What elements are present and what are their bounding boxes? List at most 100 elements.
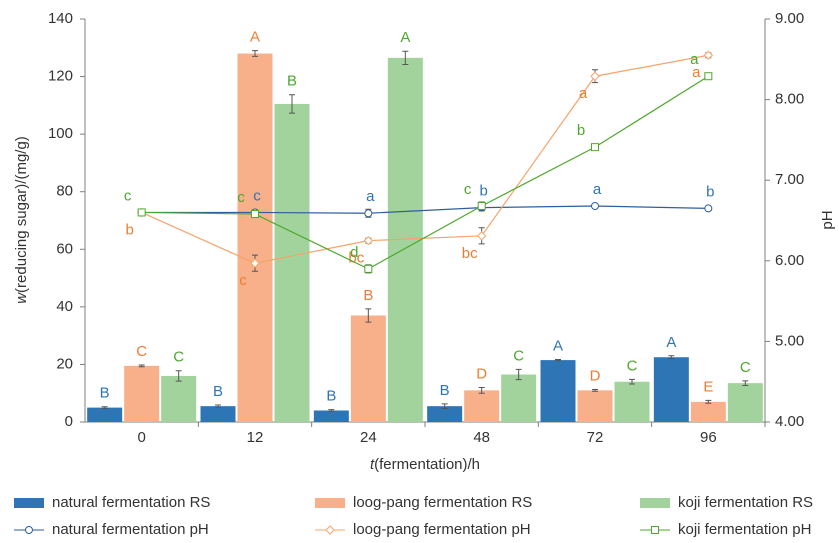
legend-label: loog-pang fermentation RS (353, 494, 532, 511)
bar-letter: C (173, 349, 184, 366)
bar-letter: C (136, 343, 147, 360)
x-axis-title: t(fermentation)/h (370, 456, 480, 473)
bar-letter: B (213, 383, 223, 400)
line-letter: c (253, 187, 261, 204)
line-letter: a (579, 85, 588, 102)
bar-letter: E (703, 378, 713, 395)
legend-label: koji fermentation pH (678, 521, 811, 538)
legend-swatch (14, 498, 44, 508)
line-letter: b (706, 183, 714, 200)
line-letter: c (464, 181, 472, 198)
line (141, 205, 709, 214)
error-bar (668, 355, 675, 360)
bar (577, 390, 613, 422)
bar (614, 381, 650, 422)
bar (501, 374, 537, 422)
line-letter: b (479, 183, 487, 200)
bar (237, 53, 273, 423)
x-tick-label: 72 (587, 429, 604, 446)
bar (427, 406, 463, 422)
line-marker (250, 258, 260, 268)
legend-swatch (315, 498, 345, 508)
y2-tick-label: 8.00 (775, 91, 804, 108)
bar-letter: A (400, 29, 410, 46)
x-axis-var: t (370, 456, 375, 473)
legend-label: loog-pang fermentation pH (353, 521, 531, 538)
bar-letter: B (363, 287, 373, 304)
bar-letter: C (513, 347, 524, 364)
line-letter: b (125, 221, 133, 238)
error-bar (289, 94, 295, 114)
y-tick-label: 80 (56, 183, 73, 200)
legend-label: natural fermentation RS (52, 494, 210, 511)
bar (540, 360, 576, 422)
legend-marker (25, 526, 33, 534)
bar (464, 390, 500, 422)
line-letter: a (692, 64, 701, 81)
error-bar (478, 386, 485, 394)
bar-letter: D (476, 365, 487, 382)
y2-tick-label: 4.00 (775, 413, 804, 430)
line-marker (477, 201, 486, 210)
error-bar (515, 368, 522, 381)
x-tick-label: 0 (137, 429, 145, 446)
legend-marker (651, 526, 659, 534)
error-bar (328, 409, 335, 412)
legend-marker (325, 525, 335, 535)
x-tick-label: 12 (247, 429, 264, 446)
line-letter: a (593, 181, 602, 198)
y-tick-label: 100 (48, 125, 73, 142)
y2-axis-title: pH (819, 210, 836, 229)
line-letter: d (350, 244, 358, 261)
bar (274, 103, 310, 423)
y-axis-var: w (13, 292, 30, 304)
line-marker (476, 231, 487, 241)
y-tick-label: 0 (65, 413, 73, 430)
error-bar (101, 406, 108, 409)
bar (87, 407, 123, 422)
error-bar (215, 404, 221, 408)
bar-letter: B (326, 388, 336, 405)
x-tick-label: 24 (360, 429, 377, 446)
y-tick-label: 40 (56, 298, 73, 315)
bar-letter: B (287, 73, 297, 90)
bar-letter: B (440, 382, 450, 399)
line-letter: bc (462, 245, 478, 262)
line-marker (363, 235, 374, 246)
bar-letter: B (100, 385, 110, 402)
x-axis-text: (fermentation)/h (374, 456, 480, 473)
line-letter: b (577, 122, 585, 139)
y-axis-text: (reducing sugar)/(mg/g) (13, 136, 30, 293)
error-bar (402, 50, 409, 65)
line-letter: c (237, 189, 245, 206)
error-bar (252, 50, 258, 57)
line (141, 75, 709, 270)
bar-letter: C (627, 357, 638, 374)
line-marker (704, 204, 713, 213)
line-marker (703, 50, 714, 60)
x-tick-label: 48 (473, 429, 490, 446)
bar-letter: A (666, 334, 676, 351)
bar (313, 410, 349, 422)
line-marker (251, 210, 259, 219)
bar-letter: A (553, 338, 563, 355)
error-bar (175, 370, 182, 382)
line-marker (591, 201, 599, 210)
bar (161, 375, 197, 422)
line-marker (704, 72, 713, 81)
bar (653, 357, 689, 422)
error-bar (555, 359, 561, 362)
bar (200, 406, 236, 422)
y-tick-label: 140 (48, 10, 73, 27)
error-bar (705, 399, 712, 404)
legend-label: natural fermentation pH (52, 521, 209, 538)
error-bar (365, 308, 372, 323)
line (141, 54, 709, 264)
y2-tick-label: 6.00 (775, 252, 804, 269)
y2-tick-label: 9.00 (775, 10, 804, 27)
error-bar (742, 380, 749, 386)
line-letter: c (239, 272, 247, 289)
bar (124, 365, 160, 422)
error-bar (629, 378, 635, 385)
line-marker (364, 264, 373, 273)
